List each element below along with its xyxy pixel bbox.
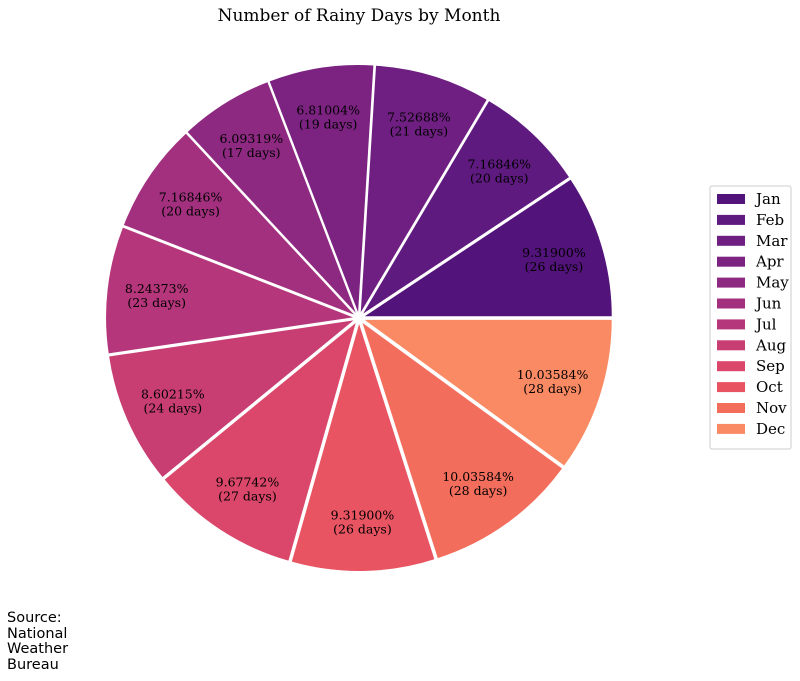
slice-label-mar: 7.52688% (21 days) [387, 109, 451, 138]
legend-item-may: May [717, 274, 789, 292]
slice-label-jan: 9.31900% (26 days) [522, 245, 586, 274]
legend-item-dec: Dec [717, 420, 785, 438]
legend-label: Oct [756, 378, 783, 396]
source-line: Source: [7, 610, 62, 626]
legend-item-nov: Nov [717, 399, 787, 417]
legend-swatch [717, 403, 745, 413]
slice-label-dec: 10.03584% (28 days) [517, 367, 589, 396]
pie-slice-aug [109, 320, 354, 478]
legend-label: May [756, 274, 789, 292]
source-line: Bureau [7, 656, 59, 673]
legend-item-mar: Mar [717, 232, 788, 250]
pie-slice-nov [362, 322, 563, 559]
pie-slice-feb [363, 101, 569, 314]
legend-label: Jul [754, 315, 777, 333]
pie-slice-apr [269, 65, 374, 313]
legend-swatch [717, 361, 745, 372]
legend-label: Mar [756, 232, 788, 250]
legend: Jan Feb Mar Apr May Jun Jul Aug Sep Oct Nov Dec [709, 185, 792, 450]
pie-slice-jul [106, 227, 354, 354]
slice-label-jul: 8.24373% (23 days) [125, 281, 189, 310]
source-line: National [7, 625, 68, 642]
legend-label: Dec [756, 420, 785, 438]
chart-title: Number of Rainy Days by Month [218, 6, 501, 26]
legend-label: Feb [756, 211, 784, 229]
legend-label: Nov [756, 399, 787, 417]
slice-label-may: 6.09319% (17 days) [220, 131, 284, 160]
source-note: Source: National Weather Bureau [7, 610, 77, 673]
legend-swatch [717, 277, 745, 288]
legend-item-aug: Aug [717, 336, 786, 354]
legend-label: Jun [754, 295, 782, 313]
legend-swatch [717, 194, 745, 204]
legend-label: Sep [756, 357, 785, 375]
legend-swatch [717, 214, 745, 225]
legend-label: Aug [755, 336, 786, 354]
legend-label: Apr [755, 253, 784, 271]
legend-item-apr: Apr [717, 253, 784, 271]
legend-swatch [717, 256, 745, 267]
slice-label-aug: 8.60215% (24 days) [141, 386, 205, 415]
legend-item-feb: Feb [717, 211, 784, 229]
slice-label-oct: 9.31900% (26 days) [331, 508, 395, 537]
slice-label-apr: 6.81004% (19 days) [296, 103, 360, 132]
slice-label-jun: 7.16846% (20 days) [159, 190, 223, 219]
source-line: Weather [7, 641, 69, 657]
pie-slice-dec [364, 319, 612, 466]
legend-item-jul: Jul [717, 315, 777, 333]
legend-swatch [717, 382, 745, 393]
pie-slice-labels: 9.31900% (26 days) 7.16846% (20 days) 7.5268… [125, 103, 589, 537]
legend-swatch [717, 235, 745, 246]
legend-swatch [717, 298, 745, 309]
pie-slice-mar [360, 65, 487, 313]
legend-item-jun: Jun [717, 295, 782, 313]
slice-label-nov: 10.03584% (28 days) [442, 469, 514, 498]
pie-slice-jan [364, 179, 612, 317]
slice-label-sep: 9.67742% (27 days) [216, 474, 280, 503]
legend-swatch [717, 319, 745, 330]
legend-swatch [717, 423, 745, 434]
legend-item-jan: Jan [717, 190, 781, 208]
slice-label-feb: 7.16846% (20 days) [467, 156, 531, 185]
legend-item-oct: Oct [717, 378, 783, 396]
pie-slice-oct [291, 323, 435, 571]
legend-item-sep: Sep [717, 357, 785, 375]
pie-slice-sep [164, 323, 356, 561]
pie-slices [106, 65, 612, 571]
legend-swatch [717, 340, 745, 351]
pie-slice-may [187, 82, 356, 313]
legend-label: Jan [754, 190, 781, 208]
pie-slice-jun [123, 133, 355, 315]
